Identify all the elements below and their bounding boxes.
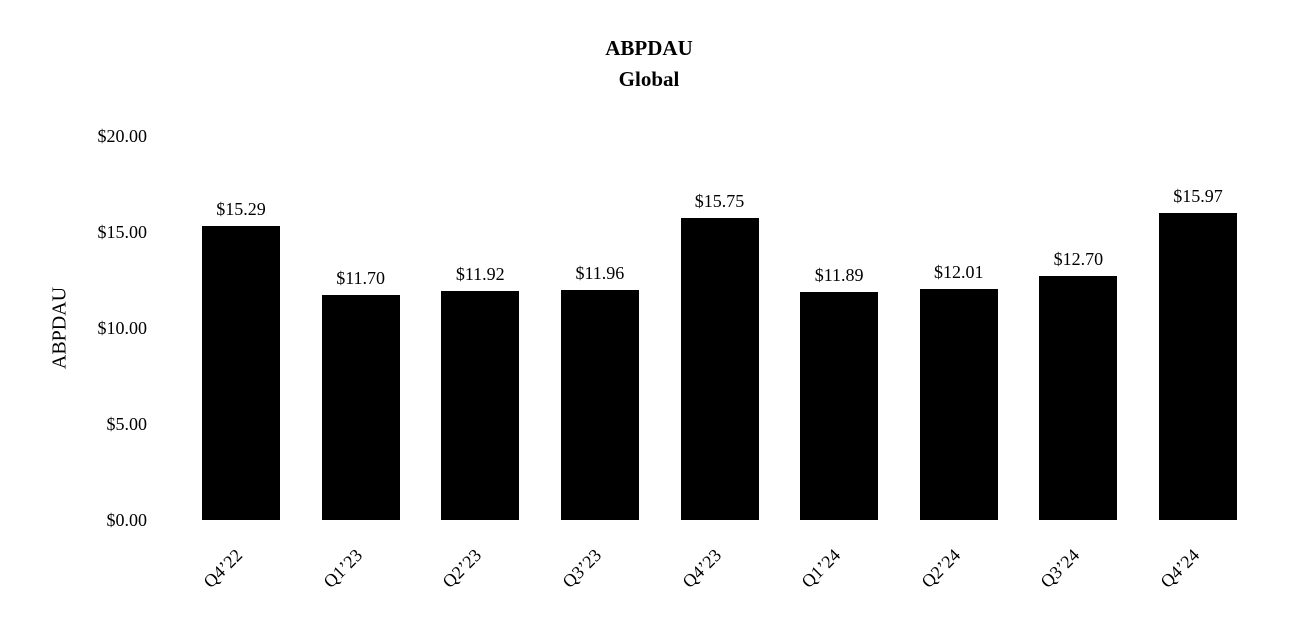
x-tick-label: Q1’24 (797, 545, 845, 592)
bar (441, 291, 520, 520)
x-tick-label: Q1’23 (319, 545, 366, 592)
bar-value-label: $12.01 (934, 262, 984, 283)
y-tick-label: $5.00 (106, 414, 148, 434)
x-tick-label: Q3’23 (558, 545, 606, 592)
bar-value-label: $15.29 (216, 199, 266, 220)
bar-value-label: $15.97 (1173, 186, 1223, 207)
bar (560, 290, 639, 520)
x-tick-label: Q4’22 (199, 545, 247, 592)
x-tick-label: Q2’23 (438, 545, 486, 592)
x-tick-label: Q2’24 (917, 545, 964, 592)
bar (1159, 213, 1237, 520)
y-axis-title: ABPDAU (48, 286, 71, 370)
bar (1039, 276, 1118, 520)
x-tick-label: Q3’24 (1036, 545, 1084, 592)
x-tick-label: Q4’24 (1156, 545, 1204, 592)
y-tick-label: $15.00 (97, 222, 148, 242)
x-tick-label: Q4’23 (677, 545, 725, 592)
bar (919, 289, 998, 520)
bar (321, 295, 400, 520)
bar-value-label: $11.96 (575, 263, 625, 284)
bar-value-label: $11.70 (336, 268, 386, 289)
bar-value-label: $11.89 (814, 264, 864, 285)
chart-subtitle: Global (618, 67, 680, 91)
chart-title-block: ABPDAU Global (0, 33, 1298, 95)
y-tick-label: $20.00 (97, 126, 148, 146)
bar-value-label: $12.70 (1053, 249, 1104, 270)
chart-title: ABPDAU (605, 36, 693, 60)
bar-value-label: $15.75 (694, 190, 745, 211)
bar-value-label: $11.92 (455, 264, 505, 285)
y-tick-label: $0.00 (106, 510, 148, 530)
bar (202, 226, 280, 520)
bar (800, 291, 879, 520)
bar (680, 217, 759, 520)
y-tick-label: $10.00 (97, 318, 148, 338)
